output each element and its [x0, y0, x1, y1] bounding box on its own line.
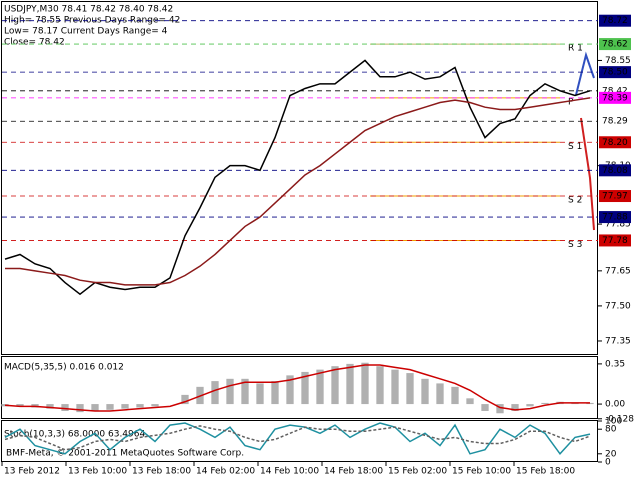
- macd-bar: [376, 366, 384, 405]
- x-tick-label: 14 Feb 02:00: [196, 467, 255, 477]
- macd-bar: [451, 386, 459, 405]
- price-tag-label: 77.88: [602, 213, 628, 223]
- x-tick-label: 15 Feb 18:00: [516, 467, 575, 477]
- macd-bar: [226, 378, 234, 405]
- macd-bar: [181, 394, 189, 405]
- forecast-arrow: [575, 51, 595, 96]
- y-tick-label: 0.35: [605, 359, 625, 369]
- macd-bar: [421, 378, 429, 405]
- x-tick-label: 14 Feb 10:00: [260, 467, 319, 477]
- macd-bar: [526, 404, 534, 407]
- price-tag: [599, 211, 631, 224]
- price-tag-label: 78.42: [602, 86, 628, 96]
- pivot-label: R 1: [568, 44, 583, 54]
- macd-bar: [466, 398, 474, 405]
- macd-bar: [316, 369, 324, 405]
- macd-bar: [256, 383, 264, 405]
- macd-bar: [151, 404, 159, 407]
- macd-bar: [301, 371, 309, 405]
- price-tag: [599, 66, 631, 79]
- pivot-label: S 1: [568, 142, 582, 152]
- y-tick-label: -0.128: [605, 414, 634, 424]
- macd-bar: [61, 404, 69, 411]
- price-tag: [599, 38, 631, 51]
- macd-bar: [406, 373, 414, 405]
- info-line: Close= 78.42: [4, 38, 65, 48]
- y-tick-label: 77.35: [605, 336, 631, 346]
- info-line: USDJPY,M30 78.41 78.42 78.40 78.42: [4, 5, 173, 15]
- price-tag-label: 78.39: [602, 93, 628, 103]
- y-tick-label: 0: [605, 458, 611, 468]
- forecast-arrow: [580, 117, 595, 231]
- y-tick-label: 20: [605, 449, 617, 459]
- price-tag: [599, 190, 631, 203]
- macd-bar: [331, 366, 339, 405]
- macd-bar: [391, 369, 399, 405]
- y-tick-label: 78.55: [605, 56, 631, 66]
- stoch-main: [4, 422, 591, 455]
- price-tag: [599, 136, 631, 149]
- price-line: [4, 59, 591, 296]
- price-tag-label: 78.20: [602, 138, 628, 148]
- y-tick-label: 77.85: [605, 220, 631, 230]
- main-frame: [1, 1, 598, 355]
- info-line: Low= 78.17 Current Days Range= 4: [4, 27, 168, 37]
- macd-bar: [16, 404, 24, 407]
- macd-bar: [46, 404, 54, 409]
- macd-bar: [106, 404, 114, 410]
- macd-bar: [436, 383, 444, 405]
- x-tick-label: 13 Feb 10:00: [68, 467, 127, 477]
- macd-bar: [211, 381, 219, 405]
- macd-bar: [346, 363, 354, 405]
- stoch-title: Stoch(10,3,3) 68.0000 63.4964: [4, 430, 145, 440]
- price-tag-label: 77.97: [602, 192, 628, 202]
- price-tag: [599, 14, 631, 27]
- macd-bar: [286, 375, 294, 405]
- macd-signal: [4, 364, 590, 412]
- price-tag: [599, 234, 631, 247]
- pivot-label: S 3: [568, 240, 582, 250]
- macd-bar: [481, 404, 489, 411]
- macd-bar: [136, 404, 144, 408]
- price-tag-label: 78.29: [602, 117, 628, 127]
- macd-bar: [361, 362, 369, 405]
- macd-title: MACD(5,35,5) 0.016 0.012: [4, 363, 124, 373]
- pivot-label: S 2: [568, 196, 582, 206]
- y-tick-label: 77.65: [605, 266, 631, 276]
- pivot-label: P: [568, 97, 574, 107]
- price-tag-label: 78.62: [602, 40, 628, 50]
- y-tick-label: 80: [605, 425, 617, 435]
- x-tick-label: 15 Feb 10:00: [452, 467, 511, 477]
- x-tick-label: 13 Feb 2012: [4, 467, 60, 477]
- price-tag-label: 77.78: [602, 236, 628, 246]
- macd-bar: [91, 404, 99, 411]
- x-tick-label: 15 Feb 02:00: [388, 467, 447, 477]
- price-tag-label: 78.08: [602, 166, 628, 176]
- y-tick-label: 77.50: [605, 301, 631, 311]
- macd-bar: [76, 404, 84, 413]
- x-tick-label: 13 Feb 18:00: [132, 467, 191, 477]
- price-tag-label: 78.72: [602, 16, 628, 26]
- price-tag-label: 78.50: [602, 68, 628, 78]
- macd-bar: [496, 404, 504, 414]
- x-tick-label: 14 Feb 18:00: [324, 467, 383, 477]
- macd-bar: [511, 404, 519, 411]
- macd-frame: [1, 356, 598, 419]
- price-tag: [599, 115, 631, 128]
- macd-bar: [121, 404, 129, 409]
- stoch-signal: [4, 425, 591, 451]
- moving-average: [5, 97, 591, 286]
- y-tick-label: 100: [605, 417, 622, 427]
- macd-bar: [241, 378, 249, 405]
- copyright: BMF-Meta, © 2001-2011 MetaQuotes Softwar…: [6, 449, 244, 459]
- macd-bar: [271, 381, 279, 405]
- macd-bar: [541, 402, 549, 405]
- price-tag: [599, 164, 631, 177]
- y-tick-label: 0.00: [605, 400, 625, 410]
- stoch-frame: [1, 420, 598, 462]
- price-tag: [599, 91, 631, 104]
